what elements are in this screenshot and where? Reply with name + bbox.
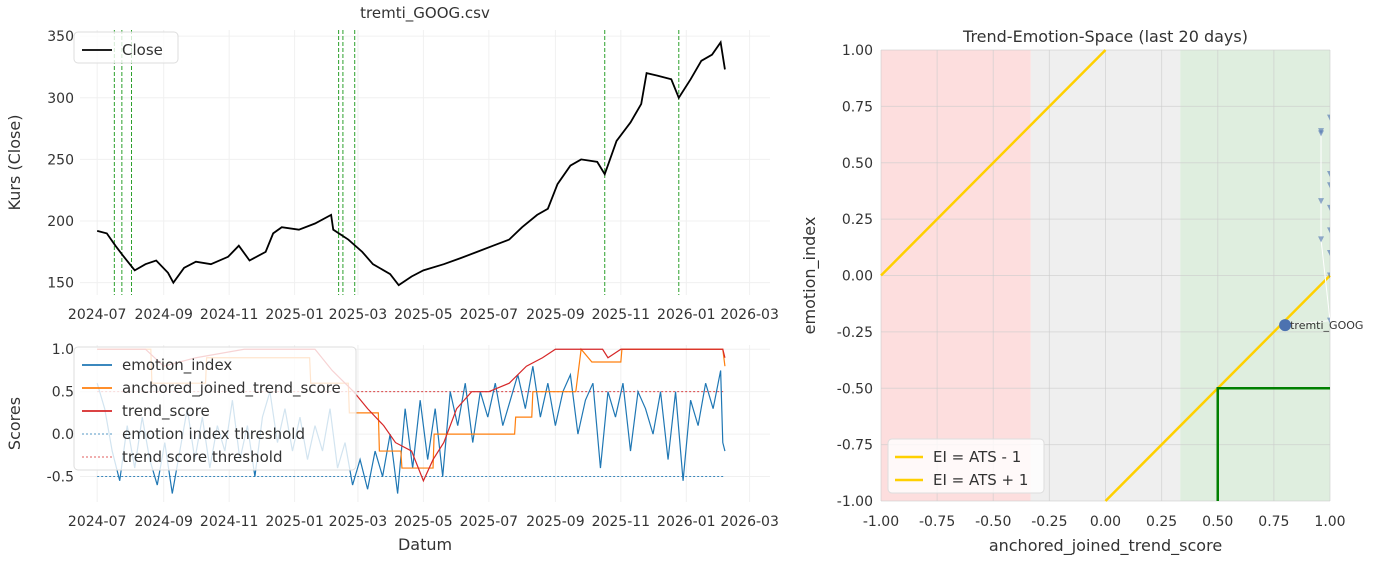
x-tick-label: 0.25 <box>1146 514 1177 530</box>
x-tick-label: 2026-03 <box>720 307 779 323</box>
trail-point <box>1327 249 1330 256</box>
legend: Close <box>73 31 179 64</box>
y-tick-label: 300 <box>47 91 74 107</box>
x-tick-label: 2025-09 <box>526 514 585 530</box>
x-tick-label: -0.75 <box>919 514 955 530</box>
trail-point <box>1327 114 1330 121</box>
x-tick-label: 2024-11 <box>200 307 259 323</box>
x-axis-label: anchored_joined_trend_score <box>989 536 1222 556</box>
legend-label: trend score threshold <box>122 448 282 466</box>
trail-line <box>1285 131 1331 326</box>
y-tick-label: 0.75 <box>842 99 873 115</box>
x-tick-label: 0.00 <box>1090 514 1121 530</box>
target-box <box>1216 387 1330 501</box>
y-tick-label: 1.00 <box>842 43 873 59</box>
y-tick-label: -0.5 <box>47 470 74 486</box>
y-tick-label: -0.75 <box>837 438 873 454</box>
y-tick-label: -1.00 <box>837 494 873 510</box>
trail-point <box>1327 204 1330 211</box>
x-tick-label: -0.25 <box>1031 514 1067 530</box>
legend-label: Close <box>122 41 163 59</box>
y-tick-label: 0.25 <box>842 212 873 228</box>
y-tick-label: 0.5 <box>52 385 74 401</box>
series-line-Close <box>96 39 726 287</box>
x-tick-label: 2025-03 <box>329 307 388 323</box>
x-tick-label: 2026-01 <box>657 514 716 530</box>
chart-title: Trend-Emotion-Space (last 20 days) <box>962 27 1248 46</box>
x-tick-label: -1.00 <box>863 514 899 530</box>
x-tick-label: 0.75 <box>1258 514 1289 530</box>
y-tick-label: 0.50 <box>842 156 873 172</box>
legend-box <box>73 31 179 64</box>
y-tick-label: 1.0 <box>52 342 74 358</box>
x-tick-label: 2026-01 <box>657 307 716 323</box>
y-tick-label: 0.0 <box>52 427 74 443</box>
legend-box <box>887 438 1045 494</box>
legend-label: emotion_index <box>122 356 232 375</box>
x-tick-label: 2025-01 <box>265 307 324 323</box>
y-tick-label: 350 <box>47 29 74 45</box>
y-tick-label: 250 <box>47 152 74 168</box>
x-tick-label: 2025-03 <box>329 514 388 530</box>
x-tick-label: 2024-09 <box>134 307 193 323</box>
chart-title: tremti_GOOG.csv <box>360 4 490 23</box>
axes-2: -1.00 -0.75 -0.50 -0.25 0.00 0.25 0.50 0.75 1.00… <box>800 27 1363 556</box>
legend-label: EI = ATS - 1 <box>933 448 1021 466</box>
x-tick-label: 2025-05 <box>394 307 453 323</box>
x-tick-label: 2025-09 <box>526 307 585 323</box>
legend-label: EI = ATS + 1 <box>933 471 1028 489</box>
point-label: tremti_GOOG <box>1290 319 1363 332</box>
trail-point <box>1327 272 1330 279</box>
y-tick-label: 200 <box>47 214 74 230</box>
plot-area <box>880 49 1331 502</box>
trail-point <box>1327 227 1330 234</box>
legend-box <box>73 346 357 471</box>
x-tick-label: 2025-07 <box>460 307 519 323</box>
x-tick-label: 2025-07 <box>460 514 519 530</box>
y-tick-label: 0.00 <box>842 269 873 285</box>
trail-point <box>1318 198 1325 205</box>
x-tick-label: -0.50 <box>975 514 1011 530</box>
legend: EI = ATS - 1 EI = ATS + 1 <box>887 438 1045 494</box>
y-axis-label: Scores <box>5 397 24 450</box>
reference-line <box>880 49 1107 277</box>
y-axis-label: Kurs (Close) <box>5 115 24 211</box>
x-tick-label: 2024-07 <box>68 514 127 530</box>
x-tick-label: 1.00 <box>1314 514 1345 530</box>
axes-1: 2024-07 2024-09 2024-11 2025-01 2025-03 2025-… <box>5 342 779 554</box>
legend-label: anchored_joined_trend_score <box>122 379 341 398</box>
x-tick-label: 2025-01 <box>265 514 324 530</box>
x-tick-label: 2025-05 <box>394 514 453 530</box>
current-point <box>1279 319 1292 332</box>
y-axis-label: emotion_index <box>800 217 820 335</box>
x-tick-label: 2025-11 <box>592 514 651 530</box>
y-tick-label: -0.50 <box>837 381 873 397</box>
trail-point <box>1327 317 1330 324</box>
x-tick-label: 2025-11 <box>592 307 651 323</box>
y-tick-label: -0.25 <box>837 325 873 341</box>
x-axis-label: Datum <box>398 535 452 554</box>
trail-point <box>1318 236 1325 243</box>
x-tick-label: 2024-07 <box>68 307 127 323</box>
x-tick-label: 2026-03 <box>720 514 779 530</box>
trail-point <box>1327 182 1330 189</box>
legend: emotion_index anchored_joined_trend_score… <box>73 346 357 471</box>
axes-0: 2024-07 2024-09 2024-11 2025-01 2025-03 2025-… <box>5 4 779 323</box>
legend-label: emotion index threshold <box>122 425 305 443</box>
trail-point <box>1327 171 1330 178</box>
trail-point <box>1318 128 1325 135</box>
x-tick-label: 0.50 <box>1202 514 1233 530</box>
y-tick-label: 150 <box>47 276 74 292</box>
x-tick-label: 2024-11 <box>200 514 259 530</box>
legend-label: trend_score <box>122 402 210 421</box>
x-tick-label: 2024-09 <box>134 514 193 530</box>
